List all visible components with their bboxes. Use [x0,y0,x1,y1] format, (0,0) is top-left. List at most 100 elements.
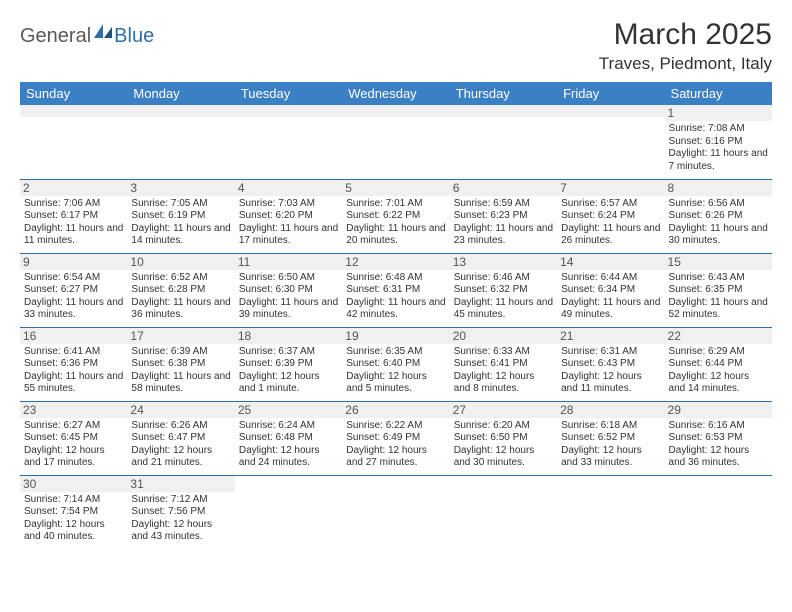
calendar-cell [235,475,342,549]
day-details: Sunrise: 7:08 AMSunset: 6:16 PMDaylight:… [669,123,768,173]
logo-text-general: General [20,25,91,48]
title-block: March 2025 Traves, Piedmont, Italy [599,18,772,74]
day-details: Sunrise: 6:35 AMSunset: 6:40 PMDaylight:… [346,346,445,396]
day-number: 19 [342,328,449,344]
calendar-cell: 28Sunrise: 6:18 AMSunset: 6:52 PMDayligh… [557,401,664,475]
day-details: Sunrise: 6:33 AMSunset: 6:41 PMDaylight:… [454,346,553,396]
calendar-cell [450,105,557,179]
calendar-cell: 29Sunrise: 6:16 AMSunset: 6:53 PMDayligh… [665,401,772,475]
day-details: Sunrise: 7:05 AMSunset: 6:19 PMDaylight:… [131,198,230,248]
day-number: 25 [235,402,342,418]
calendar-cell: 27 Sunrise: 6:20 AMSunset: 6:50 PMDayligh… [450,401,557,475]
day-details: Sunrise: 6:22 AMSunset: 6:49 PMDaylight:… [346,420,445,470]
logo: General Blue [20,24,154,48]
day-details: Sunrise: 6:39 AMSunset: 6:38 PMDaylight:… [131,346,230,396]
calendar-cell [342,105,449,179]
day-number: 27 [450,402,557,418]
day-number: 2 [20,180,127,196]
day-number: 14 [557,254,664,270]
day-details: Sunrise: 6:48 AMSunset: 6:31 PMDaylight:… [346,272,445,322]
calendar-cell: 16 Sunrise: 6:41 AMSunset: 6:36 PMDayligh… [20,327,127,401]
calendar-week: 1Sunrise: 7:08 AMSunset: 6:16 PMDaylight… [20,105,772,179]
calendar-cell: 8 Sunrise: 6:56 AMSunset: 6:26 PMDaylight… [665,179,772,253]
day-details: Sunrise: 6:52 AMSunset: 6:28 PMDaylight:… [131,272,230,322]
day-details: Sunrise: 6:27 AMSunset: 6:45 PMDaylight:… [24,420,123,470]
day-details: Sunrise: 6:41 AMSunset: 6:36 PMDaylight:… [24,346,123,396]
day-details: Sunrise: 6:56 AMSunset: 6:26 PMDaylight:… [669,198,768,248]
dayname-saturday: Saturday [665,82,772,105]
day-number: 9 [20,254,127,270]
calendar-week: 23Sunrise: 6:27 AMSunset: 6:45 PMDayligh… [20,401,772,475]
calendar-cell: 9 Sunrise: 6:54 AMSunset: 6:27 PMDaylight… [20,253,127,327]
day-details: Sunrise: 6:29 AMSunset: 6:44 PMDaylight:… [669,346,768,396]
calendar-cell: 14 Sunrise: 6:44 AMSunset: 6:34 PMDayligh… [557,253,664,327]
calendar-cell: 31Sunrise: 7:12 AMSunset: 7:56 PMDayligh… [127,475,234,549]
day-details: Sunrise: 6:50 AMSunset: 6:30 PMDaylight:… [239,272,338,322]
calendar-cell [557,475,664,549]
day-details: Sunrise: 6:20 AMSunset: 6:50 PMDaylight:… [454,420,553,470]
day-details: Sunrise: 7:06 AMSunset: 6:17 PMDaylight:… [24,198,123,248]
calendar-cell [127,105,234,179]
calendar-cell: 17 Sunrise: 6:39 AMSunset: 6:38 PMDayligh… [127,327,234,401]
calendar-cell: 3Sunrise: 7:05 AMSunset: 6:19 PMDaylight… [127,179,234,253]
calendar-cell: 20 Sunrise: 6:33 AMSunset: 6:41 PMDayligh… [450,327,557,401]
day-number: 20 [450,328,557,344]
calendar-cell: 13Sunrise: 6:46 AMSunset: 6:32 PMDayligh… [450,253,557,327]
calendar-cell: 22Sunrise: 6:29 AMSunset: 6:44 PMDayligh… [665,327,772,401]
day-number: 10 [127,254,234,270]
day-details: Sunrise: 6:46 AMSunset: 6:32 PMDaylight:… [454,272,553,322]
calendar-cell: 21Sunrise: 6:31 AMSunset: 6:43 PMDayligh… [557,327,664,401]
calendar-cell: 15 Sunrise: 6:43 AMSunset: 6:35 PMDayligh… [665,253,772,327]
day-number: 18 [235,328,342,344]
day-number: 17 [127,328,234,344]
day-details: Sunrise: 6:59 AMSunset: 6:23 PMDaylight:… [454,198,553,248]
day-number: 8 [665,180,772,196]
calendar-body: 1Sunrise: 7:08 AMSunset: 6:16 PMDaylight… [20,105,772,549]
day-number: 28 [557,402,664,418]
calendar-week: 16 Sunrise: 6:41 AMSunset: 6:36 PMDayligh… [20,327,772,401]
calendar-cell: 4Sunrise: 7:03 AMSunset: 6:20 PMDaylight… [235,179,342,253]
calendar-cell: 30 Sunrise: 7:14 AMSunset: 7:54 PMDayligh… [20,475,127,549]
day-details: Sunrise: 6:24 AMSunset: 6:48 PMDaylight:… [239,420,338,470]
calendar-cell [450,475,557,549]
day-details: Sunrise: 7:12 AMSunset: 7:56 PMDaylight:… [131,494,230,544]
day-details: Sunrise: 6:57 AMSunset: 6:24 PMDaylight:… [561,198,660,248]
calendar-cell: 12Sunrise: 6:48 AMSunset: 6:31 PMDayligh… [342,253,449,327]
day-details: Sunrise: 6:44 AMSunset: 6:34 PMDaylight:… [561,272,660,322]
day-details: Sunrise: 6:37 AMSunset: 6:39 PMDaylight:… [239,346,338,396]
day-number: 7 [557,180,664,196]
calendar-week: 9 Sunrise: 6:54 AMSunset: 6:27 PMDaylight… [20,253,772,327]
calendar-cell: 18 Sunrise: 6:37 AMSunset: 6:39 PMDayligh… [235,327,342,401]
day-details: Sunrise: 7:14 AMSunset: 7:54 PMDaylight:… [24,494,123,544]
calendar-table: SundayMondayTuesdayWednesdayThursdayFrid… [20,82,772,549]
day-details: Sunrise: 6:31 AMSunset: 6:43 PMDaylight:… [561,346,660,396]
calendar-cell: 1Sunrise: 7:08 AMSunset: 6:16 PMDaylight… [665,105,772,179]
calendar-cell: 24Sunrise: 6:26 AMSunset: 6:47 PMDayligh… [127,401,234,475]
calendar-cell: 23Sunrise: 6:27 AMSunset: 6:45 PMDayligh… [20,401,127,475]
calendar-cell: 26Sunrise: 6:22 AMSunset: 6:49 PMDayligh… [342,401,449,475]
day-number: 16 [20,328,127,344]
day-number: 24 [127,402,234,418]
calendar-cell [557,105,664,179]
sail-icon [94,24,112,38]
calendar-cell [20,105,127,179]
day-details: Sunrise: 6:43 AMSunset: 6:35 PMDaylight:… [669,272,768,322]
calendar-cell [342,475,449,549]
calendar-week: 2 Sunrise: 7:06 AMSunset: 6:17 PMDaylight… [20,179,772,253]
calendar-head: SundayMondayTuesdayWednesdayThursdayFrid… [20,82,772,105]
day-number: 11 [235,254,342,270]
calendar-cell: 7 Sunrise: 6:57 AMSunset: 6:24 PMDaylight… [557,179,664,253]
day-details: Sunrise: 6:16 AMSunset: 6:53 PMDaylight:… [669,420,768,470]
day-details: Sunrise: 6:54 AMSunset: 6:27 PMDaylight:… [24,272,123,322]
calendar-cell: 19 Sunrise: 6:35 AMSunset: 6:40 PMDayligh… [342,327,449,401]
dayname-thursday: Thursday [450,82,557,105]
day-number: 5 [342,180,449,196]
day-number: 30 [20,476,127,492]
dayname-wednesday: Wednesday [342,82,449,105]
day-details: Sunrise: 7:03 AMSunset: 6:20 PMDaylight:… [239,198,338,248]
header: General Blue March 2025 Traves, Piedmont… [20,18,772,74]
day-number: 15 [665,254,772,270]
calendar-cell [235,105,342,179]
day-details: Sunrise: 7:01 AMSunset: 6:22 PMDaylight:… [346,198,445,248]
calendar-cell [665,475,772,549]
